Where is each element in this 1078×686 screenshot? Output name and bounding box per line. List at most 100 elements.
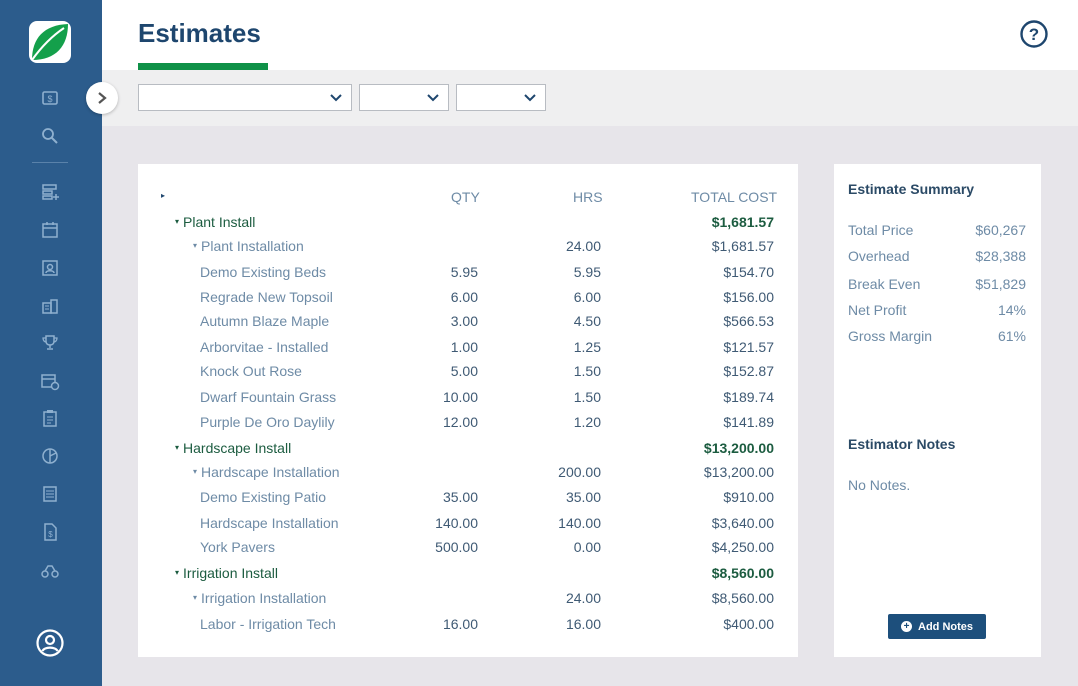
table-group-row[interactable]: ▾ Plant Install $1,681.57 bbox=[138, 211, 798, 233]
row-label: York Pavers bbox=[200, 539, 275, 555]
table-group-row[interactable]: ▾ Hardscape Install $13,200.00 bbox=[138, 437, 798, 459]
row-qty: 12.00 bbox=[442, 414, 478, 430]
summary-label: Break Even bbox=[848, 276, 921, 292]
page-header: Estimates ? bbox=[102, 0, 1078, 70]
collapse-toggle-icon[interactable]: ▾ bbox=[193, 240, 198, 250]
user-icon[interactable] bbox=[35, 628, 65, 658]
row-label: Irrigation Install bbox=[183, 565, 278, 581]
document-list-icon[interactable] bbox=[38, 482, 62, 506]
table-row: Autumn Blaze Maple 3.00 4.50 $566.53 bbox=[138, 310, 798, 332]
table-subgroup-row[interactable]: ▾ Hardscape Installation 200.00 $13,200.00 bbox=[138, 461, 798, 483]
svg-text:$: $ bbox=[47, 94, 52, 104]
summary-row-net-profit: Net Profit 14% bbox=[848, 302, 1026, 318]
filter-select-2[interactable] bbox=[359, 84, 449, 111]
trophy-icon[interactable] bbox=[38, 331, 62, 355]
row-name: ▾ Hardscape Installation bbox=[193, 464, 340, 480]
table-row: Arborvitae - Installed 1.00 1.25 $121.57 bbox=[138, 336, 798, 358]
table-row: Knock Out Rose 5.00 1.50 $152.87 bbox=[138, 360, 798, 382]
table-subgroup-row[interactable]: ▾ Plant Installation 24.00 $1,681.57 bbox=[138, 235, 798, 257]
add-notes-label: Add Notes bbox=[918, 620, 973, 633]
row-label: Irrigation Installation bbox=[201, 590, 327, 606]
sidebar-expand-button[interactable] bbox=[86, 82, 118, 114]
row-label: Purple De Oro Daylily bbox=[200, 414, 335, 430]
row-hrs: 5.95 bbox=[573, 264, 601, 280]
row-total-cost: $13,200.00 bbox=[703, 440, 774, 456]
filter-bar bbox=[102, 70, 1078, 126]
row-name: ▾ Hardscape Install bbox=[175, 440, 291, 456]
summary-label: Total Price bbox=[848, 222, 914, 238]
summary-title: Estimate Summary bbox=[848, 181, 975, 197]
summary-row-total-price: Total Price $60,267 bbox=[848, 222, 1026, 238]
row-label: Autumn Blaze Maple bbox=[200, 313, 330, 329]
row-total-cost: $121.57 bbox=[723, 339, 774, 355]
collapse-toggle-icon[interactable]: ▾ bbox=[193, 592, 198, 602]
table-row: Purple De Oro Daylily 12.00 1.20 $141.89 bbox=[138, 411, 798, 433]
row-total-cost: $141.89 bbox=[723, 414, 774, 430]
row-name: Arborvitae - Installed bbox=[200, 339, 328, 355]
collapse-toggle-icon[interactable]: ▾ bbox=[193, 466, 198, 476]
collapse-toggle-icon[interactable]: ▾ bbox=[175, 442, 180, 452]
row-hrs: 140.00 bbox=[558, 515, 601, 531]
table-row: Regrade New Topsoil 6.00 6.00 $156.00 bbox=[138, 286, 798, 308]
row-label: Labor - Irrigation Tech bbox=[200, 616, 336, 632]
row-name: Hardscape Installation bbox=[200, 515, 339, 531]
building-icon[interactable] bbox=[38, 294, 62, 318]
row-hrs: 6.00 bbox=[573, 289, 601, 305]
row-label: Arborvitae - Installed bbox=[200, 339, 329, 355]
row-hrs: 24.00 bbox=[565, 238, 601, 254]
sidebar: $ $ bbox=[0, 0, 102, 686]
table-group-row[interactable]: ▾ Irrigation Install $8,560.00 bbox=[138, 562, 798, 584]
table-subgroup-row[interactable]: ▾ Irrigation Installation 24.00 $8,560.00 bbox=[138, 587, 798, 609]
row-hrs: 1.50 bbox=[573, 363, 601, 379]
row-total-cost: $910.00 bbox=[723, 489, 774, 505]
row-total-cost: $3,640.00 bbox=[711, 515, 774, 531]
filter-select-3[interactable] bbox=[456, 84, 546, 111]
row-qty: 10.00 bbox=[442, 389, 478, 405]
plus-icon: + bbox=[901, 621, 912, 632]
row-label: Plant Installation bbox=[201, 238, 304, 254]
chevron-down-icon bbox=[524, 93, 536, 101]
app-logo[interactable] bbox=[28, 20, 72, 64]
row-name: Demo Existing Patio bbox=[200, 489, 326, 505]
collapse-toggle-icon[interactable]: ▾ bbox=[175, 567, 180, 577]
help-icon[interactable]: ? bbox=[1020, 20, 1048, 48]
list-add-icon[interactable] bbox=[38, 180, 62, 204]
row-hrs: 35.00 bbox=[565, 489, 601, 505]
row-label: Hardscape Installation bbox=[200, 515, 339, 531]
calendar-clock-icon[interactable] bbox=[38, 369, 62, 393]
row-label: Hardscape Install bbox=[183, 440, 292, 456]
clipboard-icon[interactable] bbox=[38, 406, 62, 430]
summary-row-overhead: Overhead $28,388 bbox=[848, 248, 1026, 264]
row-total-cost: $13,200.00 bbox=[703, 464, 774, 480]
summary-value: 14% bbox=[997, 302, 1026, 318]
sidebar-divider bbox=[32, 162, 68, 163]
dollar-icon[interactable]: $ bbox=[38, 86, 62, 110]
table-row: Dwarf Fountain Grass 10.00 1.50 $189.74 bbox=[138, 386, 798, 408]
row-hrs: 1.50 bbox=[573, 389, 601, 405]
equipment-icon[interactable] bbox=[38, 558, 62, 582]
collapse-toggle-icon[interactable]: ▾ bbox=[175, 216, 180, 226]
invoice-icon[interactable]: $ bbox=[38, 520, 62, 544]
estimator-notes-title: Estimator Notes bbox=[848, 436, 956, 452]
pie-chart-icon[interactable] bbox=[38, 444, 62, 468]
row-name: Labor - Irrigation Tech bbox=[200, 616, 336, 632]
filter-select-1[interactable] bbox=[138, 84, 352, 111]
chevron-right-icon bbox=[98, 92, 107, 104]
row-name: Purple De Oro Daylily bbox=[200, 414, 335, 430]
row-name: Dwarf Fountain Grass bbox=[200, 389, 336, 405]
calendar-icon[interactable] bbox=[38, 218, 62, 242]
row-hrs: 1.20 bbox=[573, 414, 601, 430]
summary-value: $51,829 bbox=[975, 276, 1026, 292]
chevron-down-icon bbox=[427, 93, 439, 101]
row-name: Demo Existing Beds bbox=[200, 264, 326, 280]
row-qty: 1.00 bbox=[450, 339, 478, 355]
contact-card-icon[interactable] bbox=[38, 256, 62, 280]
expand-all-toggle[interactable]: ▸ bbox=[161, 191, 166, 200]
row-hrs: 4.50 bbox=[573, 313, 601, 329]
row-name: Regrade New Topsoil bbox=[200, 289, 333, 305]
add-notes-button[interactable]: + Add Notes bbox=[888, 614, 986, 639]
row-qty: 35.00 bbox=[442, 489, 478, 505]
row-name: York Pavers bbox=[200, 539, 275, 555]
row-qty: 5.95 bbox=[450, 264, 478, 280]
search-icon[interactable] bbox=[38, 124, 62, 148]
